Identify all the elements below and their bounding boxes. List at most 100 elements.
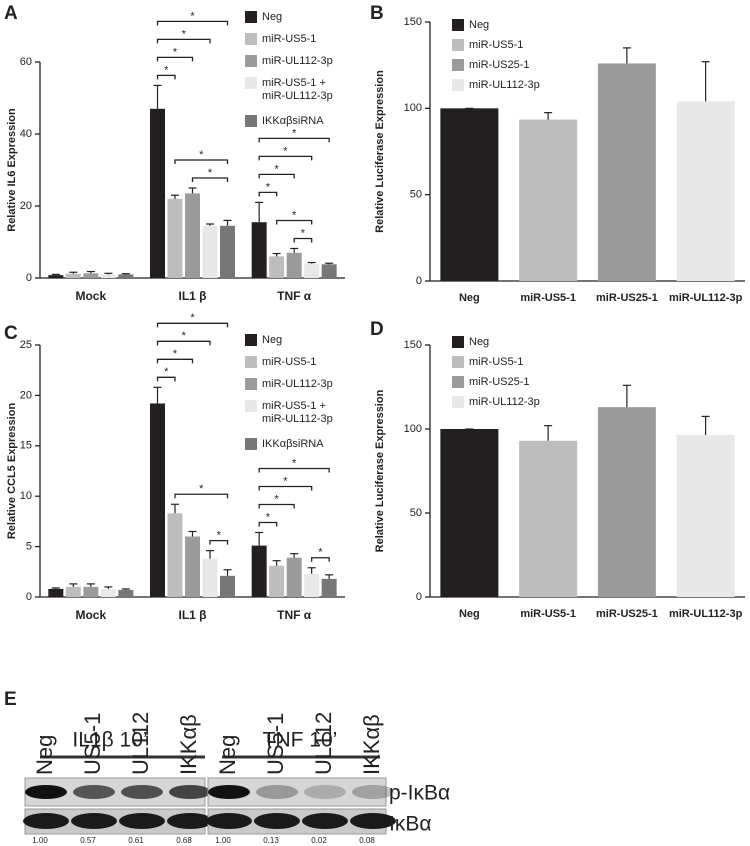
y-tick-label: 15 [20,440,32,452]
bar [202,225,218,278]
significance-bracket: * [156,10,229,26]
error-bar [701,61,710,102]
lane-label: IKKαβ [359,714,384,775]
significance-bracket: * [258,127,330,143]
x-tick-label: Mock [75,289,106,303]
significance-label: * [190,10,195,22]
legend-label: IKKαβsiRNA [262,115,324,127]
significance-bracket: * [258,145,313,161]
bar [83,273,99,278]
bracket-line [209,539,229,545]
y-tick-label: 60 [20,56,32,68]
bar [286,252,302,278]
panel-letter: A [4,3,18,24]
x-tick-label: miR-US5-1 [520,608,576,620]
bar [220,575,235,597]
significance-label: * [217,530,222,542]
y-tick-label: 20 [20,389,32,401]
ratio-label: 0.13 [263,836,279,845]
error-bar [171,194,179,199]
legend-swatch [245,11,257,23]
significance-label: * [182,28,187,40]
band [119,813,165,829]
y-tick-label: 150 [404,339,422,351]
band [206,813,252,829]
legend-swatch [452,59,464,71]
bar [676,101,735,281]
band [73,785,115,799]
legend-label: miR-UL112-3p [469,396,540,408]
bar [118,274,134,278]
bar [150,108,165,278]
bracket-line [156,322,229,328]
significance-bracket: * [258,511,278,527]
lane-label: UL112 [311,712,336,775]
bracket-line [156,38,211,44]
y-tick-label: 50 [410,507,422,519]
error-bar [86,270,95,274]
legend-label: Neg [469,19,489,31]
legend-label: miR-US5-1 [262,33,316,45]
bracket-line [258,485,313,491]
y-axis-label: Relative Luciferase Expression [374,70,386,233]
bracket-line [258,173,295,179]
y-tick-label: 25 [20,339,32,351]
bar [676,434,735,597]
error-bar [544,112,553,120]
legend-swatch [245,438,257,450]
x-tick-label: IL1 β [179,289,207,303]
significance-bracket: * [258,163,295,179]
legend-swatch [245,334,257,346]
y-tick-label: 0 [416,591,422,603]
legend-swatch [245,356,257,368]
bar [65,273,81,278]
bar [150,403,165,597]
significance-bracket: * [174,149,229,164]
y-tick-label: 10 [20,490,32,502]
significance-bracket: * [191,167,229,182]
error-bar [188,187,197,194]
error-bar [69,271,78,274]
bracket-line [156,340,211,346]
bracket-line [174,159,229,164]
bar [321,578,337,597]
legend-swatch [452,79,464,91]
y-tick-label: 100 [404,423,422,435]
legend-swatch [452,336,464,348]
significance-bracket: * [311,547,330,562]
bar [304,573,320,597]
error-bar [255,201,264,223]
y-tick-label: 0 [416,275,422,287]
legend-swatch [452,396,464,408]
error-bar [206,550,214,559]
significance-label: * [190,312,195,324]
error-bar [51,587,60,589]
lane-label: IKKαβ [176,714,201,775]
y-axis-label: Relative IL6 Expression [6,108,18,232]
lane-label: Neg [215,735,240,775]
ratio-label: 0.02 [311,836,327,845]
significance-label: * [173,46,178,58]
y-tick-label: 100 [404,102,422,114]
significance-label: * [208,167,213,179]
band [302,813,348,829]
y-tick-label: 20 [20,200,32,212]
significance-bracket: * [156,330,211,346]
significance-label: * [266,181,271,193]
significance-bracket: * [156,312,229,328]
error-bar [325,262,334,265]
bar [185,536,200,597]
band [352,785,394,799]
band [121,785,163,799]
legend-label: Neg [262,334,282,346]
legend-label: miR-US5-1 [469,39,523,51]
error-bar [255,531,264,546]
bracket-line [258,503,295,509]
error-bar [153,386,162,404]
error-bar [104,272,113,275]
error-bar [325,574,334,579]
lane-label: US5-1 [80,713,105,775]
bracket-line [258,521,278,527]
lane-label: Neg [32,735,57,775]
bracket-line [276,219,313,225]
